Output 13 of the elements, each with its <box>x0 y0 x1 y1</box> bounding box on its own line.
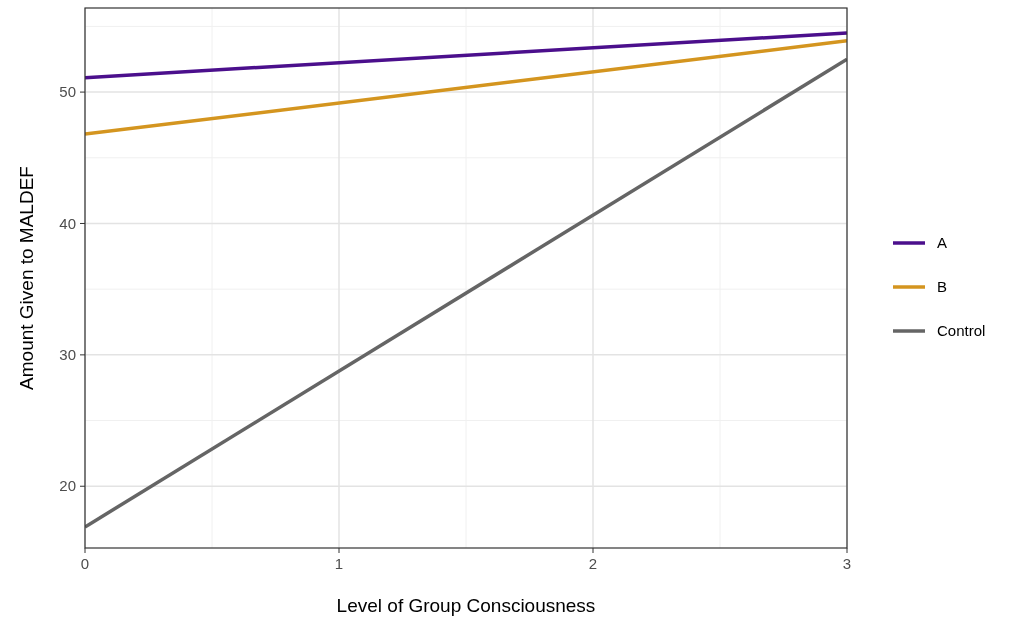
x-tick-label: 3 <box>842 555 852 572</box>
y-tick-label: 30 <box>59 346 76 364</box>
x-tick-label: 0 <box>80 555 90 572</box>
y-axis-title: Amount Given to MALDEF <box>16 166 37 390</box>
legend-label: A <box>937 234 948 252</box>
x-tick-label: 2 <box>588 555 598 572</box>
x-tick-label: 1 <box>334 555 344 572</box>
y-tick-label: 40 <box>59 214 76 232</box>
y-tick-label: 50 <box>59 83 76 101</box>
legend-label: Control <box>937 322 986 340</box>
x-axis-title: Level of Group Consciousness <box>336 595 596 616</box>
y-tick-label: 20 <box>59 477 76 495</box>
legend-label: B <box>937 278 948 296</box>
